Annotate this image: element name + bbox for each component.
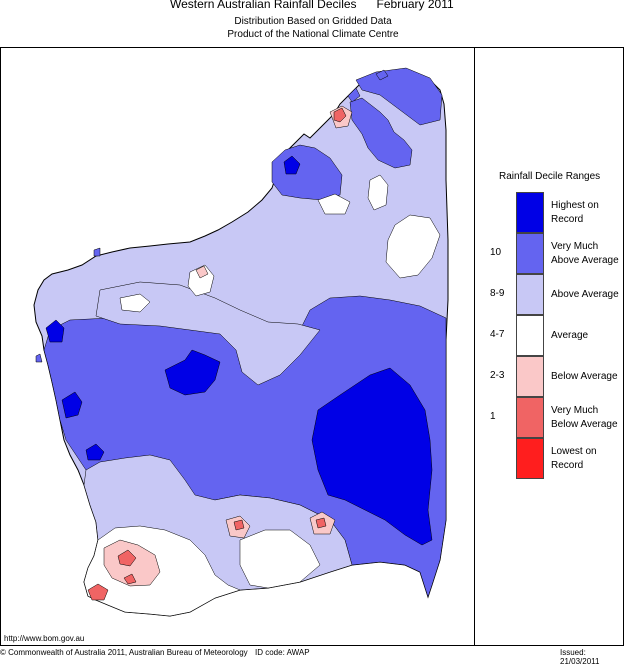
map-title: Western Australian Rainfall Deciles Febr… [170, 0, 454, 11]
region-highest-small [85, 443, 105, 461]
legend-label: Below Average [551, 370, 618, 382]
map-frame [0, 47, 624, 646]
region-average-northeast [385, 214, 441, 279]
island-west-1 [93, 247, 101, 257]
legend-label: Average [551, 329, 589, 341]
region-highest-east [311, 367, 433, 546]
legend-label: Lowest on Record [551, 445, 597, 471]
legend-label: Above Average [551, 288, 619, 300]
region-average-south-coast [239, 529, 321, 589]
legend-swatch [516, 397, 544, 438]
legend-label: Highest on Record [551, 199, 599, 225]
legend-swatch [516, 356, 544, 397]
legend-range: 1 [490, 411, 496, 422]
legend-label: Very Much Above Average [551, 240, 619, 266]
region-above-central-band [95, 281, 321, 386]
island-north-2 [375, 69, 389, 81]
region-highest-kimberley [283, 155, 301, 175]
legend-range: 8-9 [490, 288, 505, 299]
island-north-1 [347, 87, 361, 103]
region-highest-central [164, 349, 221, 396]
legend-swatch [516, 233, 544, 274]
rainfall-decile-map [33, 67, 449, 617]
footer-issued: Issued: 21/03/2011 [560, 648, 600, 666]
region-very-much-below-north [333, 107, 347, 123]
map-subtitle-source: Distribution Based on Gridded Data [234, 16, 392, 27]
region-highest-west-coast [61, 391, 83, 419]
region-very-much-below-south-a [233, 519, 245, 531]
footer-url: http://www.bom.gov.au [4, 634, 85, 643]
region-very-much-below-inland [117, 549, 137, 567]
region-very-much-below-small [123, 573, 137, 585]
region-average-kimberley [367, 174, 389, 211]
island-west-2 [35, 353, 43, 363]
legend-range: 4-7 [490, 329, 505, 340]
legend-label: Very Much Below Average [551, 404, 618, 430]
region-very-much-above-north [349, 97, 413, 169]
region-very-much-below-south-b [315, 517, 327, 529]
map-subtitle-producer: Product of the National Climate Centre [227, 29, 399, 40]
legend-swatch [516, 274, 544, 315]
region-highest-gascoyne [45, 319, 65, 343]
legend-title: Rainfall Decile Ranges [499, 171, 601, 182]
legend-swatch [516, 192, 544, 233]
region-very-much-below-southwest [87, 583, 109, 601]
region-below-pilbara [195, 265, 209, 279]
region-average-small-1 [317, 193, 351, 215]
footer-copyright: © Commonwealth of Australia 2011, Austra… [0, 648, 248, 657]
legend-range: 10 [490, 247, 502, 258]
footer-id-code: ID code: AWAP [255, 648, 310, 657]
region-average-central [119, 293, 151, 313]
legend-swatch [516, 315, 544, 356]
legend-divider [474, 47, 475, 646]
legend-range: 2-3 [490, 370, 505, 381]
legend-swatch [516, 438, 544, 479]
region-very-much-above-north-coast [355, 67, 443, 126]
